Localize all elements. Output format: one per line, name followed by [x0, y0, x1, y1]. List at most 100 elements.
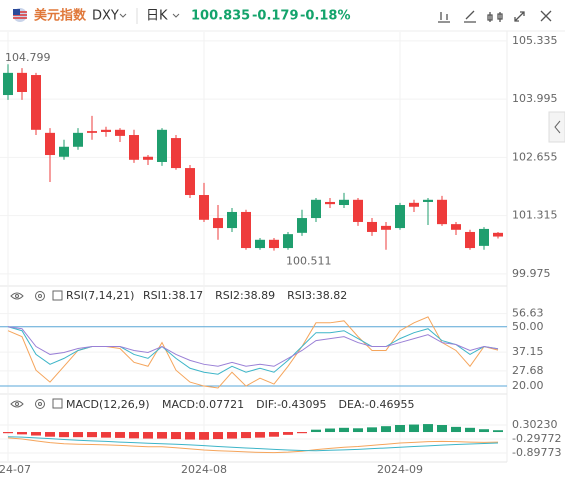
candle-body	[381, 225, 391, 230]
macd-bar	[143, 432, 153, 439]
candle-body	[31, 75, 41, 130]
change: -0.179	[252, 9, 299, 24]
y-tick-label: 27.68	[512, 364, 544, 377]
legend-label: RSI2:38.89	[215, 289, 275, 302]
candle-body	[213, 218, 223, 229]
macd-bar	[437, 425, 447, 433]
macd-bar	[241, 432, 251, 439]
legend-label: DIF:-0.43095	[256, 398, 326, 411]
macd-bar	[157, 432, 167, 439]
macd-bar	[409, 424, 419, 433]
y-tick-label: 103.995	[512, 92, 558, 105]
candle-body	[437, 199, 447, 225]
legend-label: DEA:-0.46955	[339, 398, 415, 411]
indicator-line	[7, 437, 499, 454]
candle-body	[493, 232, 503, 237]
checkbox[interactable]	[52, 290, 63, 301]
legend-label: RSI3:38.82	[287, 289, 347, 302]
candle-body	[353, 199, 363, 222]
macd-bar	[31, 432, 41, 436]
change-pct: -0.18%	[300, 9, 351, 24]
macd-bar	[311, 429, 321, 433]
macd-bar	[353, 428, 363, 433]
candle-body	[227, 211, 237, 229]
candle-icon[interactable]	[487, 12, 503, 22]
macd-bar	[269, 432, 279, 437]
macd-bar	[59, 432, 69, 438]
macd-bar	[17, 432, 27, 435]
candle-body	[157, 129, 167, 162]
candle-body	[87, 131, 97, 133]
candle-body	[45, 132, 55, 156]
y-tick-label: 101.315	[512, 209, 558, 222]
macd-bar	[171, 432, 181, 440]
y-tick-label: -0.29772	[512, 432, 561, 445]
candle-body	[3, 72, 13, 96]
index-name[interactable]: 美元指数	[34, 8, 87, 24]
fullscreen-icon[interactable]	[514, 11, 525, 22]
macd-bar	[3, 432, 13, 434]
y-tick-label: 50.00	[512, 320, 544, 333]
x-tick-label: 2024-09	[377, 463, 423, 476]
candle-body	[409, 202, 419, 207]
candle-body	[255, 239, 265, 249]
indicator-line	[7, 326, 499, 367]
candle-body	[115, 129, 125, 136]
dropdown-icon[interactable]	[119, 13, 127, 18]
price: 100.835	[191, 9, 250, 24]
indicator-line	[7, 326, 499, 375]
symbol[interactable]: DXY	[92, 9, 119, 24]
candle-body	[101, 129, 111, 132]
y-tick-label: 56.63	[512, 307, 544, 320]
rsi-title: RSI(7,14,21)	[66, 289, 134, 302]
candle-body	[325, 201, 335, 205]
candle-body	[465, 231, 475, 249]
low-label: 100.511	[286, 255, 332, 268]
candle-body	[339, 199, 349, 206]
macd-bar	[381, 426, 391, 433]
macd-bar	[283, 432, 293, 435]
macd-bar	[45, 432, 55, 437]
candle-body	[17, 72, 27, 92]
legend-label: MACD:0.07721	[162, 398, 244, 411]
candle-body	[479, 228, 489, 246]
y-tick-label: 37.15	[512, 345, 544, 358]
candle-body	[367, 221, 377, 232]
y-tick-label: 0.30230	[512, 418, 558, 431]
checkbox[interactable]	[52, 398, 63, 409]
dropdown-icon[interactable]	[172, 13, 180, 18]
macd-bar	[255, 432, 265, 438]
indicator-line	[7, 436, 499, 452]
macd-bar	[395, 425, 405, 433]
candle-body	[199, 195, 209, 220]
candle-body	[171, 138, 181, 169]
x-tick-label: 2024-08	[181, 463, 227, 476]
macd-bar	[465, 427, 475, 433]
candle-body	[451, 224, 461, 230]
macd-bar	[199, 432, 209, 440]
y-tick-label: 105.335	[512, 34, 558, 47]
candle-body	[143, 156, 153, 160]
panel-icons[interactable]	[10, 291, 45, 409]
candle-body	[73, 132, 83, 147]
macd-bar	[129, 432, 139, 439]
macd-bar	[297, 432, 307, 434]
macd-bar	[101, 432, 111, 438]
y-tick-label: 20.00	[512, 379, 544, 392]
flag	[13, 8, 27, 22]
macd-bar	[185, 432, 195, 440]
macd-title: MACD(12,26,9)	[66, 398, 150, 411]
close-icon[interactable]	[540, 10, 552, 22]
x-tick-label: 2024-07	[0, 463, 31, 476]
y-tick-label: -0.89773	[512, 446, 561, 459]
macd-bar	[325, 428, 335, 433]
macd-bar	[493, 430, 503, 433]
y-tick-label: 102.655	[512, 150, 558, 163]
indicator-icon[interactable]	[438, 12, 450, 23]
draw-icon[interactable]	[464, 10, 476, 23]
collapse-button[interactable]	[548, 111, 565, 143]
macd-bar	[423, 424, 433, 433]
period[interactable]: 日K	[146, 9, 168, 24]
